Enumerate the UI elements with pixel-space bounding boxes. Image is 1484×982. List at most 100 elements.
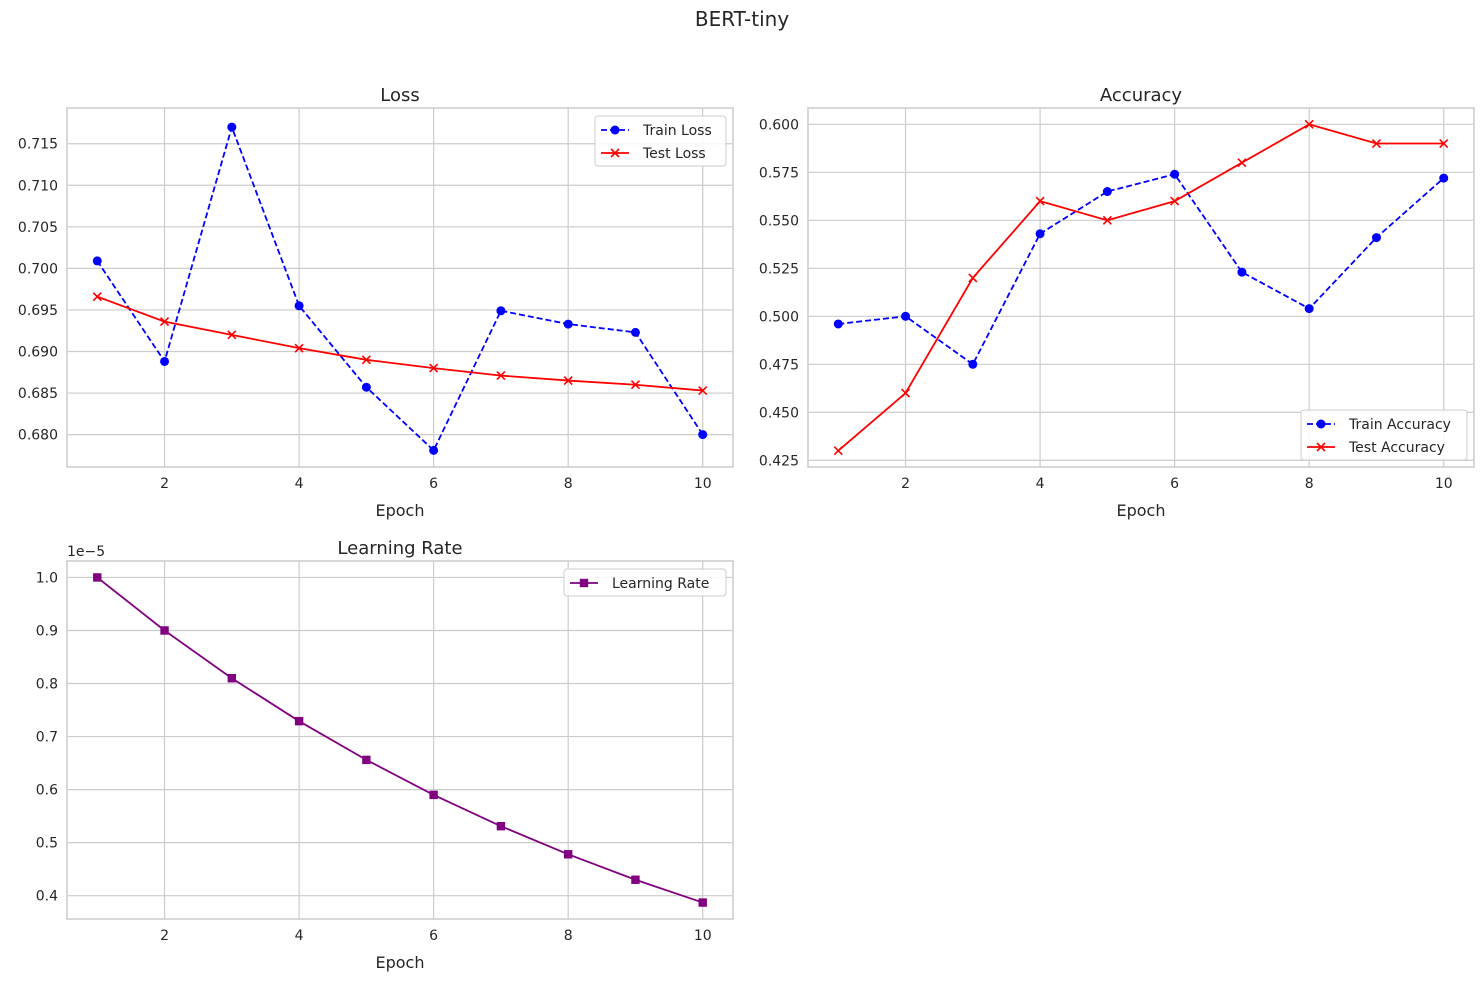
y-tick-label: 0.600 — [759, 117, 799, 133]
loss-axes-frame — [66, 107, 734, 468]
test-loss-series — [92, 292, 708, 396]
x-tick-label: 6 — [429, 476, 438, 492]
legend-box — [563, 568, 727, 597]
train-loss-point — [92, 256, 102, 266]
test-loss-point — [563, 376, 573, 386]
learning-rate-point — [93, 573, 102, 582]
train-accuracy-point — [1237, 267, 1247, 277]
test-accuracy-point — [1304, 119, 1314, 129]
accuracy-axes-frame — [807, 107, 1475, 468]
test-loss-line — [96, 295, 703, 392]
train-accuracy-point — [1035, 229, 1045, 239]
x-tick-label: 8 — [564, 476, 573, 492]
accuracy-x-label: Epoch — [1117, 501, 1166, 520]
x-tick-label: 2 — [160, 476, 169, 492]
test-loss-point — [630, 380, 641, 390]
test-loss-point — [227, 330, 237, 340]
test-accuracy-point — [1170, 196, 1180, 206]
x-tick-label: 6 — [429, 928, 438, 944]
y-tick-label: 0.695 — [18, 303, 58, 319]
y-tick-label: 0.9 — [36, 623, 58, 639]
y-tick-label: 0.700 — [18, 261, 58, 277]
train-accuracy-point — [1170, 169, 1180, 179]
learning-rate-point — [160, 626, 169, 635]
loss-title: Loss — [380, 85, 419, 106]
x-tick-label: 4 — [295, 928, 304, 944]
test-loss-point — [294, 343, 304, 353]
lr-x-label: Epoch — [376, 953, 425, 972]
test-loss-point — [159, 317, 170, 327]
legend-label: Learning Rate — [612, 576, 709, 592]
x-tick-label: 8 — [1305, 476, 1314, 492]
legend-label: Test Loss — [642, 146, 706, 162]
test-accuracy-point — [1102, 215, 1112, 225]
x-tick-label: 4 — [295, 476, 304, 492]
legend-label: Train Accuracy — [1348, 417, 1451, 433]
x-tick-label: 2 — [901, 476, 910, 492]
x-tick-label: 10 — [694, 476, 712, 492]
y-tick-label: 0.680 — [18, 428, 58, 444]
y-tick-label: 0.475 — [759, 357, 799, 373]
learning-rate-point — [631, 875, 640, 884]
test-loss-point — [361, 355, 371, 365]
lr-axes-frame — [66, 560, 734, 920]
figure-title: BERT-tiny — [695, 7, 789, 31]
y-tick-label: 0.450 — [759, 405, 799, 421]
train-loss-line — [96, 124, 704, 452]
y-tick-label: 0.500 — [759, 309, 799, 325]
accuracy-title: Accuracy — [1100, 85, 1183, 106]
test-accuracy-point — [1371, 138, 1382, 149]
learning-rate-panel: 2 4 6 8 10 0.4 0.5 0.6 0.7 0.8 0.9 1.0 1e−5 Learning … — [36, 538, 734, 972]
train-loss-point — [563, 319, 573, 329]
learning-rate-point — [563, 850, 573, 859]
lr-legend: Learning Rate — [563, 568, 727, 597]
y-tick-label: 0.8 — [36, 677, 58, 693]
learning-rate-point — [496, 821, 506, 831]
x-tick-label: 4 — [1036, 476, 1045, 492]
learning-rate-point — [227, 674, 237, 683]
legend-swatch-marker — [1316, 419, 1326, 429]
y-tick-label: 0.5 — [36, 836, 58, 852]
legend-label: Test Accuracy — [1348, 440, 1445, 456]
legend-swatch-marker — [1316, 442, 1326, 452]
train-loss-point — [429, 445, 439, 455]
y-tick-label: 0.525 — [759, 261, 799, 277]
test-accuracy-point — [1439, 138, 1449, 149]
test-accuracy-point — [833, 446, 843, 456]
test-loss-point — [429, 363, 439, 373]
train-loss-point — [361, 382, 371, 392]
loss-panel: 2 4 6 8 10 0.680 0.685 0.690 0.695 0.700 0.705 0.71… — [18, 85, 734, 520]
train-loss-point — [160, 356, 170, 366]
learning-rate-point — [429, 790, 438, 800]
y-tick-label: 0.575 — [759, 165, 799, 181]
y-tick-label: 1.0 — [36, 570, 58, 586]
test-accuracy-point — [968, 273, 978, 283]
learning-rate-point — [362, 755, 371, 765]
learning-rate-point — [294, 716, 304, 726]
train-loss-point — [698, 430, 708, 440]
train-loss-point — [496, 306, 506, 316]
test-loss-point — [92, 292, 102, 302]
train-accuracy-point — [1102, 187, 1112, 197]
train-loss-series — [92, 122, 708, 455]
y-tick-label: 0.705 — [18, 220, 58, 236]
train-loss-point — [227, 122, 237, 132]
test-accuracy-point — [900, 388, 911, 398]
y-tick-label: 0.425 — [759, 453, 799, 469]
x-tick-label: 10 — [694, 928, 712, 944]
y-tick-label: 0.715 — [18, 137, 58, 153]
test-accuracy-series — [833, 119, 1449, 456]
loss-legend: Train Loss Test Loss — [594, 115, 727, 167]
legend-swatch-marker — [610, 148, 620, 158]
lr-title: Learning Rate — [337, 538, 462, 559]
x-tick-label: 2 — [160, 928, 169, 944]
train-accuracy-line — [838, 173, 1445, 366]
accuracy-grid — [808, 108, 1474, 467]
accuracy-legend: Train Accuracy Test Accuracy — [1300, 409, 1468, 461]
train-accuracy-point — [968, 359, 978, 369]
accuracy-panel: 2 4 6 8 10 0.425 0.450 0.475 0.500 0.525 0.550 0.57… — [759, 85, 1475, 520]
legend-swatch-marker — [610, 125, 620, 135]
loss-x-label: Epoch — [376, 501, 425, 520]
legend-swatch-marker — [579, 578, 589, 588]
train-accuracy-point — [1304, 304, 1314, 314]
